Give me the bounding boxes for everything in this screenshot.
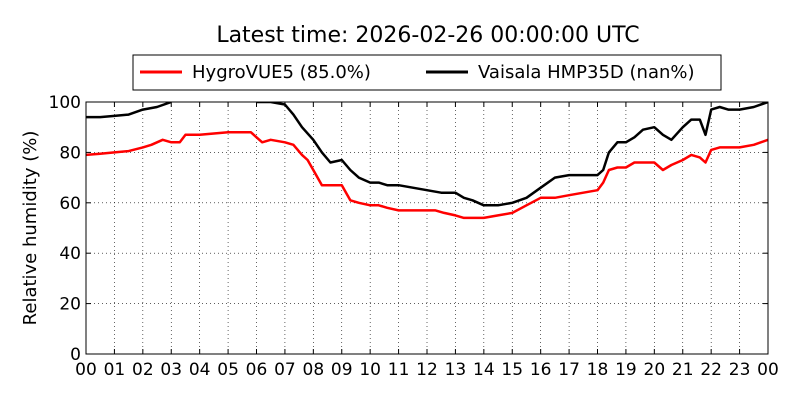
x-tick-label: 09 xyxy=(331,360,353,380)
y-tick-label: 100 xyxy=(49,93,81,113)
y-tick-label: 40 xyxy=(59,244,81,264)
x-tick-label: 07 xyxy=(274,360,296,380)
x-tick-label: 15 xyxy=(501,360,523,380)
x-tick-label: 03 xyxy=(160,360,182,380)
series-line-1 xyxy=(86,102,768,207)
plot-frame xyxy=(85,101,769,355)
ticks xyxy=(85,101,769,355)
x-tick-label: 23 xyxy=(729,360,751,380)
legend-label-hygrovue5: HygroVUE5 (85.0%) xyxy=(192,62,371,83)
x-tick-label: 21 xyxy=(672,360,694,380)
x-tick-label: 20 xyxy=(644,360,666,380)
x-tick-label: 17 xyxy=(558,360,580,380)
x-tick-label: 14 xyxy=(473,360,495,380)
x-tick-label: 08 xyxy=(303,360,325,380)
y-axis-label: Relative humidity (%) xyxy=(20,131,41,326)
y-tick-label: 80 xyxy=(59,143,81,163)
y-tick-label: 60 xyxy=(59,194,81,214)
x-tick-label: 22 xyxy=(700,360,722,380)
x-tick-label: 19 xyxy=(615,360,637,380)
x-tick-label: 05 xyxy=(217,360,239,380)
series-group xyxy=(86,102,768,220)
y-tick-label: 20 xyxy=(59,295,81,315)
x-tick-label: 04 xyxy=(189,360,211,380)
x-tick-label: 12 xyxy=(416,360,438,380)
x-tick-label: 11 xyxy=(388,360,410,380)
legend: HygroVUE5 (85.0%) Vaisala HMP35D (nan%) xyxy=(132,54,722,91)
legend-label-vaisala: Vaisala HMP35D (nan%) xyxy=(478,62,695,83)
x-tick-label: 16 xyxy=(530,360,552,380)
tick-labels: 00 01 02 03 04 05 06 07 08 09 10 11 12 13 14 15 16 17 18 19… xyxy=(49,93,779,380)
y-tick-label: 0 xyxy=(70,345,81,365)
x-tick-label: 00 xyxy=(757,360,779,380)
x-tick-label: 02 xyxy=(132,360,154,380)
x-tick-label: 10 xyxy=(359,360,381,380)
x-tick-label: 13 xyxy=(445,360,467,380)
series-line-0 xyxy=(86,130,768,220)
grid xyxy=(86,102,768,354)
x-tick-label: 01 xyxy=(104,360,126,380)
chart-title: Latest time: 2026-02-26 00:00:00 UTC xyxy=(216,23,639,48)
x-tick-label: 06 xyxy=(246,360,268,380)
x-tick-label: 00 xyxy=(75,360,97,380)
x-tick-label: 18 xyxy=(587,360,609,380)
